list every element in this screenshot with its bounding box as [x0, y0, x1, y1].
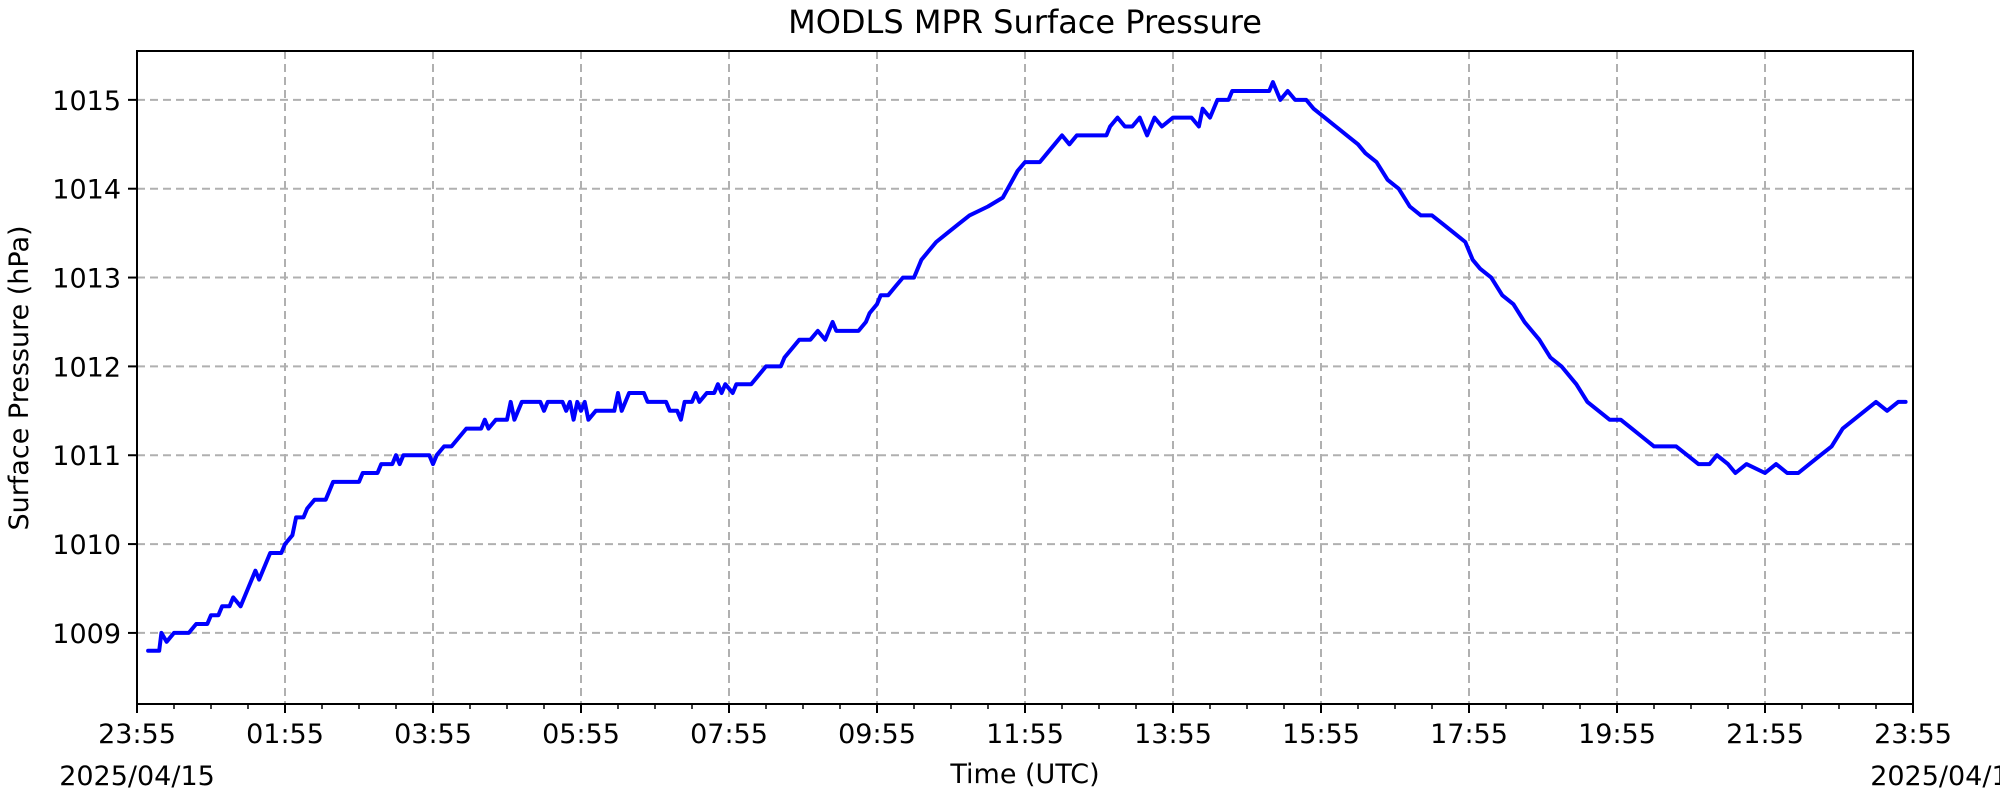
x-tick-label: 09:55: [838, 719, 916, 750]
y-tick-label: 1010: [52, 530, 121, 561]
x-end-date-label: 2025/04/16: [1870, 761, 2000, 792]
y-tick-label: 1014: [52, 175, 121, 206]
tick-layer: 23:55 01:55 03:55 05:55 07:55 09:55 11:55 13:55…: [52, 86, 1952, 750]
x-tick-label: 21:55: [1726, 719, 1804, 750]
y-tick-label: 1015: [52, 86, 121, 117]
y-tick-label: 1012: [52, 352, 121, 383]
pressure-series-line: [146, 80, 1908, 653]
y-tick-label: 1013: [52, 264, 121, 295]
x-start-date-label: 2025/04/15: [59, 761, 215, 792]
x-tick-label: 03:55: [394, 719, 472, 750]
series-layer: [146, 80, 1908, 653]
x-tick-label: 07:55: [690, 719, 768, 750]
x-tick-label: 05:55: [542, 719, 620, 750]
grid-layer: [137, 51, 1913, 704]
y-tick-label: 1011: [52, 441, 121, 472]
chart-title: MODLS MPR Surface Pressure: [788, 3, 1262, 41]
x-tick-label: 11:55: [986, 719, 1064, 750]
x-tick-label: 23:55: [98, 719, 176, 750]
x-tick-label: 01:55: [246, 719, 324, 750]
x-tick-label: 23:55: [1874, 719, 1952, 750]
x-tick-label: 13:55: [1134, 719, 1212, 750]
y-axis-label: Surface Pressure (hPa): [4, 225, 35, 530]
x-tick-label: 17:55: [1430, 719, 1508, 750]
x-tick-label: 15:55: [1282, 719, 1360, 750]
x-tick-label: 19:55: [1578, 719, 1656, 750]
x-axis-label: Time (UTC): [949, 759, 1099, 790]
y-tick-label: 1009: [52, 619, 121, 650]
